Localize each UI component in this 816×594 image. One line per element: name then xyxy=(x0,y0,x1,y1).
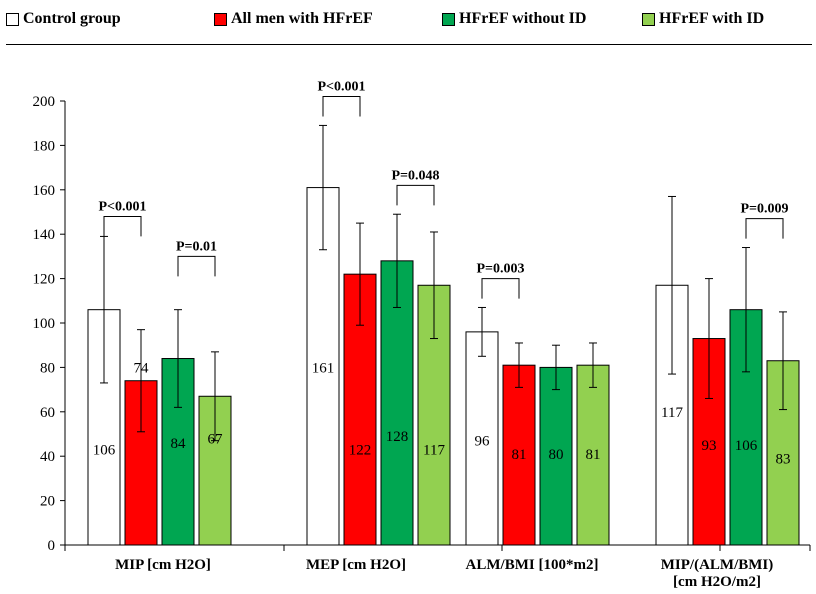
legend-swatch-hfref-without-id xyxy=(442,12,455,26)
x-category-label-mip-alm-bmi-line-2: [cm H2O/m2] xyxy=(673,574,761,590)
bar-alm-bmi-without-id xyxy=(539,366,573,546)
legend-divider xyxy=(6,44,812,45)
significance-label-0: P<0.001 xyxy=(98,199,146,214)
significance-bracket-4 xyxy=(481,278,520,299)
x-category-label-alm-bmi: ALM/BMI [100*m2] xyxy=(466,557,599,573)
value-label-alm-bmi-without-id: 80 xyxy=(549,447,564,463)
x-category-label-mip: MIP [cm H2O] xyxy=(115,557,211,573)
y-tick-label-0: 0 xyxy=(48,538,56,554)
value-label-mip-alm-bmi-with-id: 83 xyxy=(776,451,791,467)
y-tick-label-100: 100 xyxy=(33,316,56,332)
significance-bracket-5 xyxy=(745,218,784,239)
value-label-mip-without-id: 84 xyxy=(171,436,187,452)
value-label-mip-all-hfref: 74 xyxy=(134,360,150,376)
legend-label-control-group: Control group xyxy=(23,10,121,27)
bar-alm-bmi-control xyxy=(465,331,499,546)
legend-item-control-group: Control group xyxy=(6,10,121,28)
legend-item-hfref-without-id: HFrEF without ID xyxy=(442,10,586,28)
significance-label-2: P<0.001 xyxy=(317,80,365,95)
y-tick-label-20: 20 xyxy=(40,494,55,510)
legend-swatch-control-group xyxy=(6,12,19,26)
legend-item-all-men-hfref: All men with HFrEF xyxy=(214,10,373,28)
x-category-label-mip-alm-bmi: MIP/(ALM/BMI) xyxy=(661,557,773,573)
significance-label-1: P=0.01 xyxy=(176,239,217,254)
value-label-mip-alm-bmi-control: 117 xyxy=(661,405,683,421)
x-category-label-mep: MEP [cm H2O] xyxy=(306,557,406,573)
value-label-mep-all-hfref: 122 xyxy=(349,443,372,459)
y-tick-label-80: 80 xyxy=(40,360,55,376)
y-tick-label-60: 60 xyxy=(40,405,55,421)
y-tick-label-120: 120 xyxy=(33,272,56,288)
value-label-mip-with-id: 67 xyxy=(208,431,224,447)
significance-bracket-0 xyxy=(103,215,142,237)
value-label-mip-control: 106 xyxy=(93,443,116,459)
significance-label-5: P=0.009 xyxy=(740,202,788,217)
significance-bracket-2 xyxy=(322,96,361,117)
legend-label-hfref-with-id: HFrEF with ID xyxy=(659,10,765,27)
legend: Control group All men with HFrEF HFrEF w… xyxy=(0,10,816,40)
legend-label-all-men-hfref: All men with HFrEF xyxy=(231,10,373,27)
value-label-alm-bmi-control: 96 xyxy=(475,434,491,450)
legend-label-hfref-without-id: HFrEF without ID xyxy=(459,10,587,27)
significance-bracket-1 xyxy=(177,255,216,277)
significance-label-4: P=0.003 xyxy=(476,262,524,277)
significance-bracket-3 xyxy=(396,184,435,206)
value-label-mep-with-id: 117 xyxy=(423,443,445,459)
y-tick-label-180: 180 xyxy=(33,138,56,154)
y-tick-label-40: 40 xyxy=(40,449,55,465)
legend-swatch-all-men-hfref xyxy=(214,12,227,26)
value-label-mip-alm-bmi-without-id: 106 xyxy=(735,438,758,454)
value-label-mip-alm-bmi-all-hfref: 93 xyxy=(702,438,717,454)
y-tick-label-200: 200 xyxy=(33,94,56,110)
y-tick-label-140: 140 xyxy=(33,227,56,243)
legend-item-hfref-with-id: HFrEF with ID xyxy=(642,10,764,28)
significance-label-3: P=0.048 xyxy=(391,168,439,183)
value-label-mep-control: 161 xyxy=(312,360,335,376)
value-label-alm-bmi-with-id: 81 xyxy=(586,447,601,463)
bar-mep-without-id xyxy=(380,260,414,546)
value-label-mep-without-id: 128 xyxy=(386,429,409,445)
y-tick-label-160: 160 xyxy=(33,183,56,199)
legend-swatch-hfref-with-id xyxy=(642,12,655,26)
value-label-alm-bmi-all-hfref: 81 xyxy=(512,447,527,463)
